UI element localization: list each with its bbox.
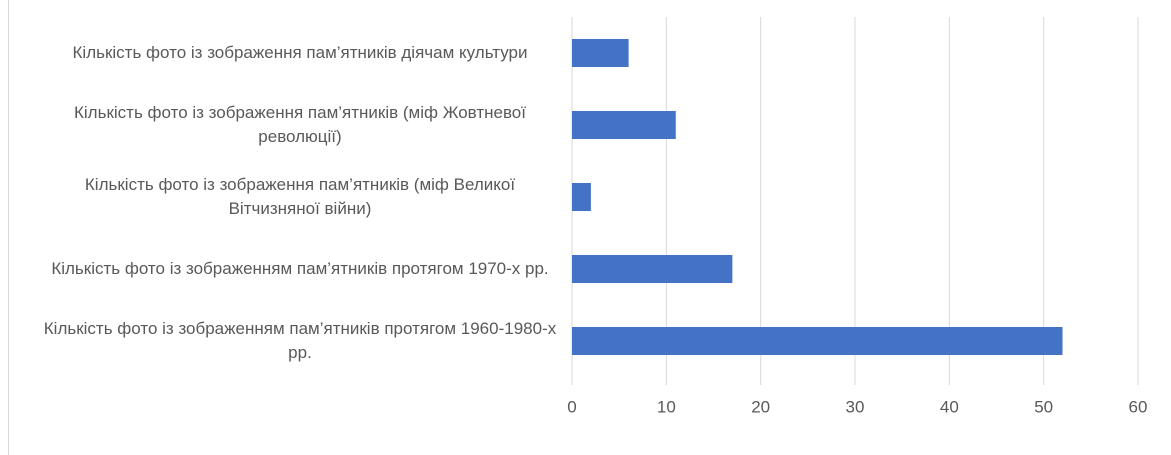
bar <box>572 327 1063 355</box>
y-tick-label: Кількість фото із зображення пам’ятників… <box>74 103 526 146</box>
chart-border <box>8 0 9 455</box>
x-tick-label: 10 <box>657 397 676 416</box>
y-tick-label: Кількість фото із зображення пам’ятників… <box>84 175 516 218</box>
x-tick-label: 60 <box>1129 397 1148 416</box>
y-tick-label: Кількість фото із зображення пам’ятників… <box>72 43 528 62</box>
bar <box>572 183 591 211</box>
bar <box>572 39 629 67</box>
x-tick-label: 50 <box>1034 397 1053 416</box>
x-tick-label: 0 <box>567 397 576 416</box>
bar <box>572 255 733 283</box>
y-tick-label: Кількість фото із зображенням пам’ятникі… <box>51 259 549 278</box>
x-tick-label: 20 <box>751 397 770 416</box>
x-tick-label: 30 <box>846 397 865 416</box>
y-tick-label: Кількість фото із зображенням пам’ятникі… <box>43 319 557 362</box>
x-tick-label: 40 <box>940 397 959 416</box>
bar <box>572 111 676 139</box>
